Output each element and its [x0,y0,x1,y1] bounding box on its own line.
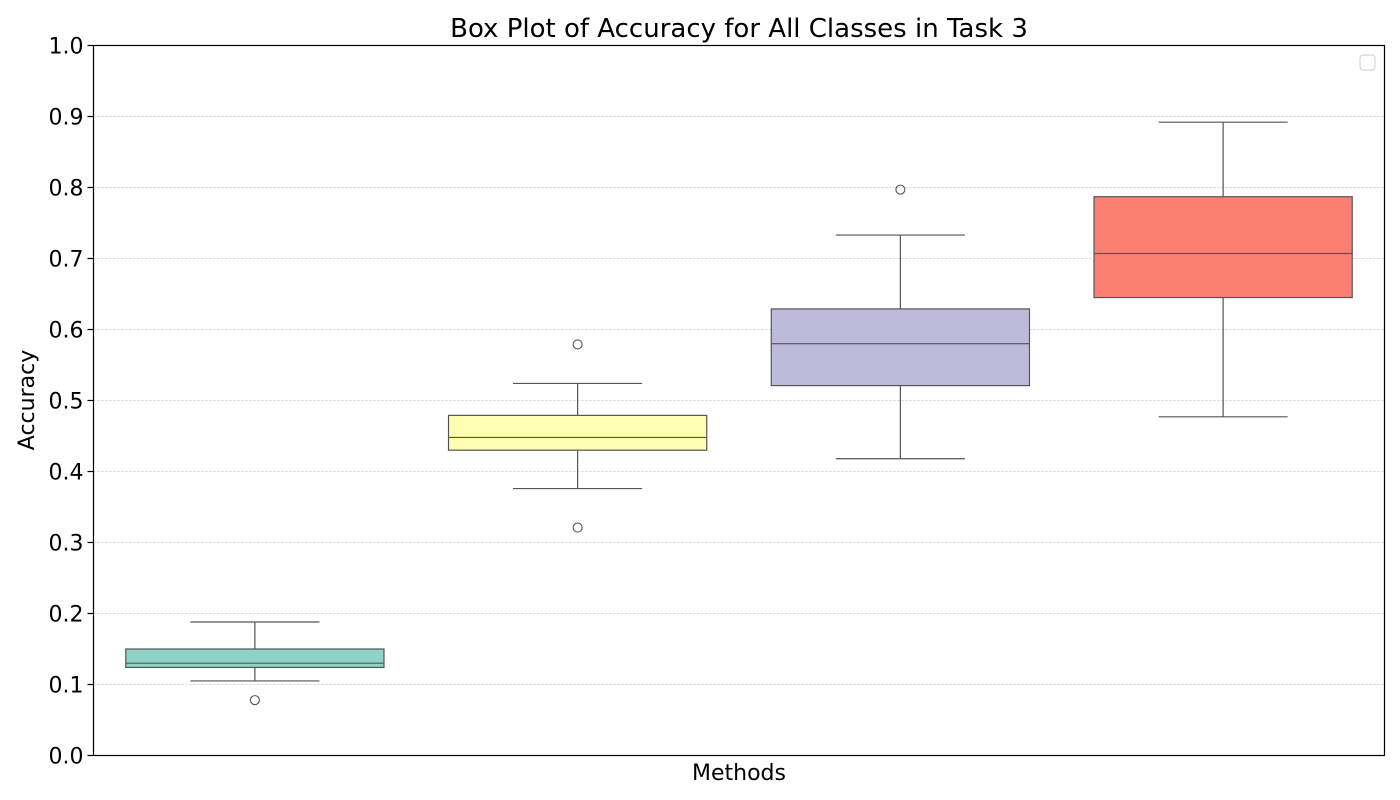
box-iqr [125,648,385,669]
y-tick-label: 0.2 [49,603,84,628]
legend-box [1359,54,1376,71]
y-axis-ticks: 0.0 0.1 0.2 0.3 0.4 0.5 0.6 0.7 0.8 0.9 1.0 [49,35,94,770]
outlier-point [249,695,260,706]
y-tick-label: 0.6 [49,319,84,344]
outlier-point [572,522,583,533]
box-group [447,339,708,533]
y-tick-label: 1.0 [49,35,84,60]
box-iqr [1093,196,1353,299]
y-tick-label: 0.5 [49,390,84,415]
y-tick-label: 0.4 [49,461,84,486]
outlier-point [895,184,906,195]
box-iqr [447,414,708,451]
y-tick-label: 0.1 [49,674,84,699]
box-group [1093,121,1353,418]
y-tick-label: 0.8 [49,177,84,202]
box-iqr [770,308,1031,387]
y-axis-label: Accuracy [15,350,40,450]
y-tick-label: 0.9 [49,106,84,131]
chart-title: Box Plot of Accuracy for All Classes in … [450,14,1028,44]
grid-lines [93,116,1385,685]
outlier-point [572,339,583,350]
y-tick-label: 0.7 [49,248,84,273]
box-group [125,621,385,706]
y-tick-label: 0.3 [49,532,84,557]
boxes [125,121,1353,706]
y-tick-label: 0.0 [49,745,84,770]
x-axis-label: Methods [692,761,786,786]
box-group [770,184,1031,460]
